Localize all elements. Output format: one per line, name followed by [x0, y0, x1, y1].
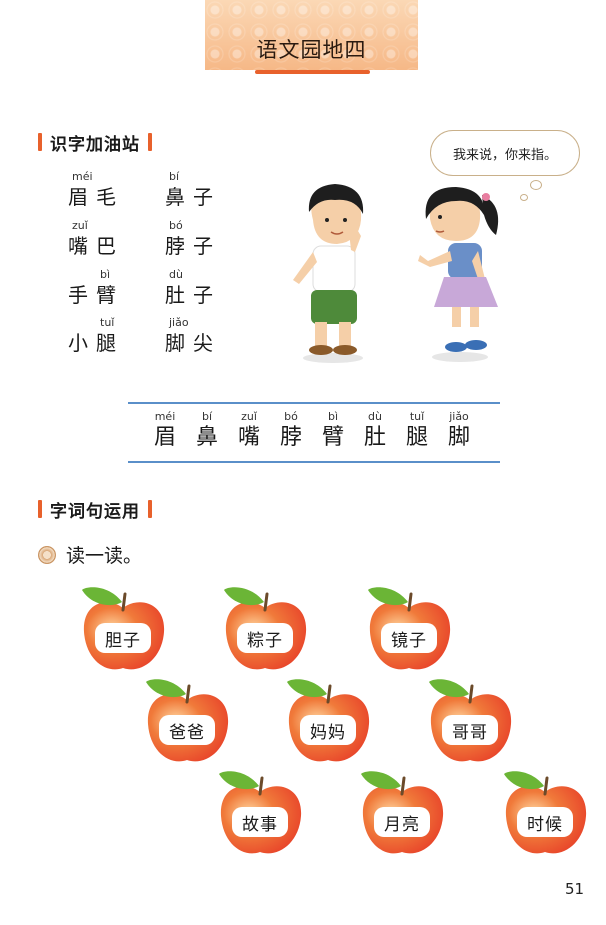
read-instruction: 读一读。	[38, 541, 142, 568]
strip-char-pinyin: tuǐ	[409, 410, 425, 423]
word-text: 脚尖	[165, 331, 221, 355]
section-marker-left	[38, 133, 42, 151]
strip-char-hanzi: 腿	[405, 425, 428, 450]
strip-char-hanzi: 嘴	[237, 425, 260, 450]
word-pinyin: bó	[169, 219, 183, 232]
word-pinyin: bí	[169, 170, 180, 183]
word-item: bí 鼻子	[165, 170, 225, 210]
apple-word: 胆子	[95, 623, 151, 653]
boy-illustration	[293, 184, 364, 363]
strip-char-pinyin: méi	[154, 410, 176, 423]
strip-char-hanzi: 臂	[321, 425, 344, 450]
word-pinyin: bì	[100, 268, 111, 281]
apple-card: 镜子	[364, 580, 454, 675]
strip-char-pinyin: bì	[327, 410, 339, 423]
apple-card: 时候	[500, 764, 590, 859]
strip-top-line	[128, 402, 500, 404]
apple-word: 哥哥	[442, 715, 498, 745]
apple-card: 故事	[215, 764, 305, 859]
strip-char: bì 臂	[318, 410, 348, 452]
strip-char-pinyin: bí	[201, 410, 213, 423]
strip-char: jiǎo 脚	[444, 410, 474, 452]
section-header-1: 识字加油站	[38, 130, 152, 155]
apple-card: 粽子	[220, 580, 310, 675]
apple-card: 妈妈	[283, 672, 373, 767]
section-marker-right	[148, 500, 152, 518]
strip-char: bí 鼻	[192, 410, 222, 452]
word-item: zuǐ 嘴巴	[68, 219, 128, 259]
apple-word: 妈妈	[300, 715, 356, 745]
word-item: méi 眉毛	[68, 170, 128, 210]
section-title-2: 字词句运用	[50, 501, 140, 522]
thought-dot	[520, 194, 528, 201]
page-number: 51	[565, 880, 585, 898]
title-underline	[255, 70, 370, 74]
word-text: 嘴巴	[68, 234, 124, 258]
strip-char: zuǐ 嘴	[234, 410, 264, 452]
word-item: bì 手臂	[68, 268, 128, 308]
section-marker-left	[38, 500, 42, 518]
word-text: 眉毛	[68, 185, 124, 209]
word-text: 手臂	[68, 283, 124, 307]
word-pinyin: zuǐ	[72, 219, 88, 232]
word-item: jiǎo 脚尖	[165, 316, 225, 356]
title-banner: 语文园地四	[205, 0, 418, 70]
word-pinyin: tuǐ	[100, 316, 115, 329]
strip-char-pinyin: jiǎo	[449, 410, 469, 423]
apple-card: 胆子	[78, 580, 168, 675]
apple-card: 月亮	[357, 764, 447, 859]
thought-dot	[530, 180, 542, 190]
strip-char-hanzi: 肚	[363, 425, 386, 450]
exercise-badge-icon	[38, 545, 56, 564]
word-pinyin: dù	[169, 268, 183, 281]
read-instruction-text: 读一读。	[66, 545, 143, 567]
strip-char-hanzi: 脚	[447, 425, 470, 450]
strip-bottom-line	[128, 461, 500, 463]
strip-char-hanzi: 脖	[279, 425, 302, 450]
section-title-1: 识字加油站	[50, 134, 140, 155]
word-item: bó 脖子	[165, 219, 225, 259]
strip-char-hanzi: 眉	[153, 425, 176, 450]
strip-char-pinyin: zuǐ	[241, 410, 257, 423]
apple-word: 故事	[232, 807, 288, 837]
speech-bubble: 我来说，你来指。	[430, 130, 580, 176]
word-text: 小腿	[68, 331, 124, 355]
section-header-2: 字词句运用	[38, 497, 152, 522]
apple-word: 粽子	[237, 623, 293, 653]
word-pinyin: jiǎo	[169, 316, 189, 329]
strip-char: méi 眉	[150, 410, 180, 452]
character-strip: méi 眉 bí 鼻 zuǐ 嘴 bó 脖 bì 臂 dù 肚 tuǐ 腿 ji…	[150, 410, 474, 452]
apple-word: 月亮	[374, 807, 430, 837]
strip-char-hanzi: 鼻	[195, 425, 218, 450]
word-text: 肚子	[165, 283, 221, 307]
section-marker-right	[148, 133, 152, 151]
strip-char-pinyin: dù	[368, 410, 382, 423]
apple-word: 时候	[517, 807, 573, 837]
apple-card: 哥哥	[425, 672, 515, 767]
word-text: 脖子	[165, 234, 221, 258]
strip-char: dù 肚	[360, 410, 390, 452]
girl-illustration	[418, 187, 499, 362]
word-item: dù 肚子	[165, 268, 225, 308]
word-pinyin: méi	[72, 170, 93, 183]
page-title: 语文园地四	[256, 38, 367, 62]
strip-char: bó 脖	[276, 410, 306, 452]
strip-char-pinyin: bó	[284, 410, 298, 423]
strip-char: tuǐ 腿	[402, 410, 432, 452]
apple-word: 镜子	[381, 623, 437, 653]
apple-card: 爸爸	[142, 672, 232, 767]
word-item: tuǐ 小腿	[68, 316, 128, 356]
word-text: 鼻子	[165, 185, 221, 209]
apple-word: 爸爸	[159, 715, 215, 745]
speech-bubble-text: 我来说，你来指。	[452, 147, 557, 163]
